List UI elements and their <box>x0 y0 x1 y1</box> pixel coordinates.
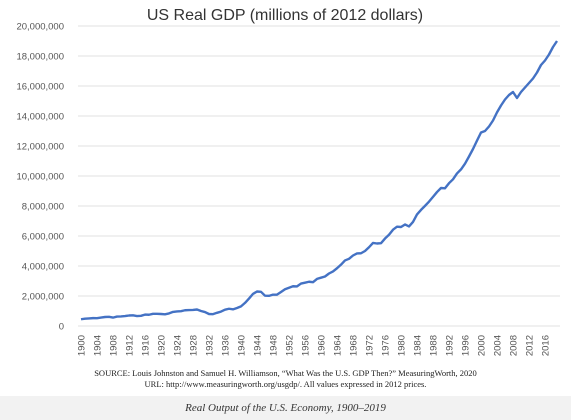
x-tick-label: 1912 <box>125 335 136 356</box>
x-tick-label: 1940 <box>237 335 248 356</box>
x-tick-label: 1960 <box>317 335 328 356</box>
y-tick-label: 18,000,000 <box>16 52 64 63</box>
x-tick-label: 1924 <box>173 335 184 356</box>
y-axis: 0 2,000,000 4,000,000 6,000,000 8,000,000 10,… <box>16 22 64 333</box>
x-tick-label: 1988 <box>429 335 440 356</box>
y-tick-label: 12,000,000 <box>16 142 64 153</box>
x-tick-label: 1956 <box>301 335 312 356</box>
y-tick-label: 6,000,000 <box>22 232 64 243</box>
x-tick-label: 1972 <box>365 335 376 356</box>
x-tick-label: 1996 <box>461 335 472 356</box>
x-tick-label: 1992 <box>445 335 456 356</box>
x-tick-label: 1908 <box>109 335 120 356</box>
x-tick-label: 1964 <box>333 335 344 356</box>
source-note: SOURCE: Louis Johnston and Samuel H. Wil… <box>0 368 571 390</box>
x-tick-label: 1944 <box>253 335 264 356</box>
x-tick-label: 2004 <box>493 335 504 356</box>
chart-title: US Real GDP (millions of 2012 dollars) <box>147 7 423 24</box>
y-tick-label: 16,000,000 <box>16 82 64 93</box>
x-tick-label: 1984 <box>413 335 424 356</box>
figure-caption: Real Output of the U.S. Economy, 1900–20… <box>185 402 386 414</box>
x-tick-label: 1928 <box>189 335 200 356</box>
source-line-url: URL: http://www.measuringworth.org/usgdp… <box>144 379 427 389</box>
x-tick-label: 1952 <box>285 335 296 356</box>
x-tick-label: 2008 <box>509 335 520 356</box>
series-line-us-real-gdp <box>80 40 558 321</box>
y-tick-label: 20,000,000 <box>16 22 64 33</box>
y-tick-label: 14,000,000 <box>16 112 64 123</box>
x-axis: 1900 1904 1908 1912 1916 1920 1924 1928 1932 1936… <box>77 335 552 356</box>
x-tick-label: 2012 <box>525 335 536 356</box>
y-tick-label: 4,000,000 <box>22 262 64 273</box>
x-tick-label: 1920 <box>157 335 168 356</box>
y-tick-label: 2,000,000 <box>22 292 64 303</box>
x-tick-label: 1968 <box>349 335 360 356</box>
chart-card: US Real GDP (millions of 2012 dollars) 0… <box>0 0 571 396</box>
y-tick-label: 8,000,000 <box>22 202 64 213</box>
x-tick-label: 1980 <box>397 335 408 356</box>
y-tick-label: 10,000,000 <box>16 172 64 183</box>
y-tick-label: 0 <box>59 322 64 333</box>
line-chart: US Real GDP (millions of 2012 dollars) 0… <box>16 7 560 356</box>
x-tick-label: 1948 <box>269 335 280 356</box>
gridlines <box>78 25 560 327</box>
x-tick-label: 1936 <box>221 335 232 356</box>
source-line-citation: SOURCE: Louis Johnston and Samuel H. Wil… <box>94 368 477 378</box>
x-tick-label: 1976 <box>381 335 392 356</box>
x-tick-label: 1904 <box>93 335 104 356</box>
x-tick-label: 1932 <box>205 335 216 356</box>
x-tick-label: 1916 <box>141 335 152 356</box>
x-tick-label: 1900 <box>77 335 88 356</box>
x-tick-label: 2000 <box>477 335 488 356</box>
x-tick-label: 2016 <box>541 335 552 356</box>
